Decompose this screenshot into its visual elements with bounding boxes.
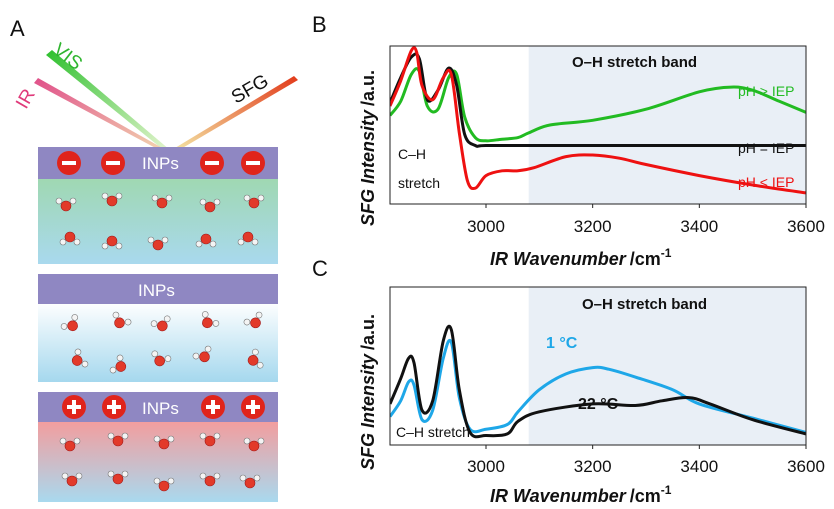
- inp-label: INPs: [142, 399, 179, 418]
- water-molecule-icon: [201, 311, 220, 329]
- water-molecule-icon: [237, 231, 259, 246]
- plus-charge-icon: [241, 395, 265, 419]
- water-molecules: [59, 432, 265, 492]
- x-tick-label: 3200: [574, 217, 612, 236]
- panel-a: A VIS IR SFG INPs INPs: [10, 16, 298, 502]
- x-axis-label-b: IR Wavenumber/cm-1: [490, 246, 672, 269]
- panel-c: C O–H stretch band 3000 3200 3400 3600 C–H …: [312, 256, 825, 506]
- water-molecule-icon: [199, 472, 221, 487]
- water-molecules: [60, 311, 264, 374]
- water-molecule-icon: [192, 345, 212, 363]
- y-axis-label-b: SFG Intensity/a.u.: [358, 70, 378, 226]
- vis-beam: [46, 50, 170, 152]
- water-layer: [38, 420, 278, 502]
- ir-label: IR: [12, 86, 40, 113]
- plus-charge-icon: [201, 395, 225, 419]
- x-axis-label-c: IR Wavenumber/cm-1: [490, 483, 672, 506]
- water-molecule-icon: [112, 311, 132, 329]
- inp-label: INPs: [142, 154, 179, 173]
- x-ticks-c: 3000 3200 3400 3600: [467, 445, 825, 476]
- legend-22c: 22 °C: [578, 396, 619, 413]
- water-molecule-icon: [60, 314, 79, 332]
- panel-b-label: B: [312, 12, 327, 37]
- water-molecule-icon: [107, 432, 129, 447]
- water-molecule-icon: [61, 472, 83, 487]
- vis-label: VIS: [49, 39, 86, 74]
- water-molecule-icon: [107, 470, 129, 485]
- panel-b: B O–H stretch band 3000 3200 3400 3600 C–H …: [312, 12, 825, 269]
- oh-band-label: O–H stretch band: [572, 54, 697, 71]
- plus-charge-icon: [62, 395, 86, 419]
- panel-c-label: C: [312, 256, 328, 281]
- water-molecule-icon: [151, 350, 172, 367]
- oh-band-shading: [528, 46, 806, 204]
- water-molecule-icon: [59, 437, 81, 452]
- minus-charge-icon: [57, 151, 81, 175]
- spectra-b: [390, 46, 806, 195]
- ir-beam: [34, 78, 166, 152]
- x-tick-label: 3000: [467, 457, 505, 476]
- water-molecule-icon: [247, 348, 264, 369]
- water-molecule-icon: [55, 197, 77, 212]
- water-molecule-icon: [101, 192, 123, 207]
- water-molecule-icon: [59, 231, 81, 246]
- ch-label-b1: C–H: [398, 146, 426, 162]
- water-molecule-icon: [147, 236, 169, 251]
- spectra-c: [390, 324, 806, 439]
- panel-a-label: A: [10, 16, 25, 41]
- inp-label: INPs: [138, 281, 175, 300]
- water-molecule-icon: [239, 474, 261, 489]
- water-molecule-icon: [243, 194, 265, 209]
- water-molecule-icon: [109, 354, 127, 374]
- water-molecule-icon: [153, 477, 175, 492]
- water-layer: [38, 302, 278, 382]
- x-ticks-b: 3000 3200 3400 3600: [467, 204, 825, 236]
- water-molecule-icon: [199, 432, 221, 447]
- series-line-1: [390, 52, 806, 148]
- series-line-1: [390, 324, 806, 439]
- plus-charge-icon: [102, 395, 126, 419]
- inp-bar: [38, 274, 278, 304]
- oh-band-label: O–H stretch band: [582, 296, 707, 313]
- water-layer: [38, 176, 278, 264]
- x-tick-label: 3400: [680, 457, 718, 476]
- water-molecule-icon: [195, 233, 217, 248]
- water-molecule-icon: [243, 437, 265, 452]
- legend-ph-low: pH < IEP: [738, 174, 794, 190]
- water-molecule-icon: [199, 198, 221, 213]
- water-molecule-icon: [150, 315, 171, 332]
- water-molecule-icon: [71, 348, 89, 368]
- water-molecule-icon: [153, 435, 175, 450]
- x-tick-label: 3200: [574, 457, 612, 476]
- x-tick-label: 3600: [787, 217, 825, 236]
- minus-charge-icon: [241, 151, 265, 175]
- sfg-beam: [170, 76, 298, 153]
- water-molecules: [55, 192, 265, 251]
- negative-inp-block: INPs: [38, 147, 278, 264]
- legend-1c: 1 °C: [546, 335, 578, 352]
- x-tick-label: 3400: [680, 217, 718, 236]
- neutral-inp-block: INPs: [38, 274, 278, 382]
- y-axis-label-c: SFG Intensity/a.u.: [358, 314, 378, 470]
- positive-inp-block: INPs: [38, 392, 278, 502]
- minus-charge-icon: [101, 151, 125, 175]
- plot-frame-c: [389, 286, 807, 446]
- series-line-0: [390, 338, 806, 434]
- ch-label-b2: stretch: [398, 175, 440, 191]
- legend-ph-high: pH > IEP: [738, 83, 794, 99]
- water-molecule-icon: [151, 194, 173, 209]
- plot-frame-b: [389, 45, 807, 205]
- x-tick-label: 3000: [467, 217, 505, 236]
- water-molecule-icon: [243, 311, 263, 329]
- water-molecule-icon: [101, 235, 123, 250]
- series-line-2: [390, 46, 806, 195]
- x-tick-label: 3600: [787, 457, 825, 476]
- minus-charge-icon: [200, 151, 224, 175]
- ch-label-c: C–H stretch: [396, 424, 470, 440]
- legend-ph-iep: pH = IEP: [738, 140, 794, 156]
